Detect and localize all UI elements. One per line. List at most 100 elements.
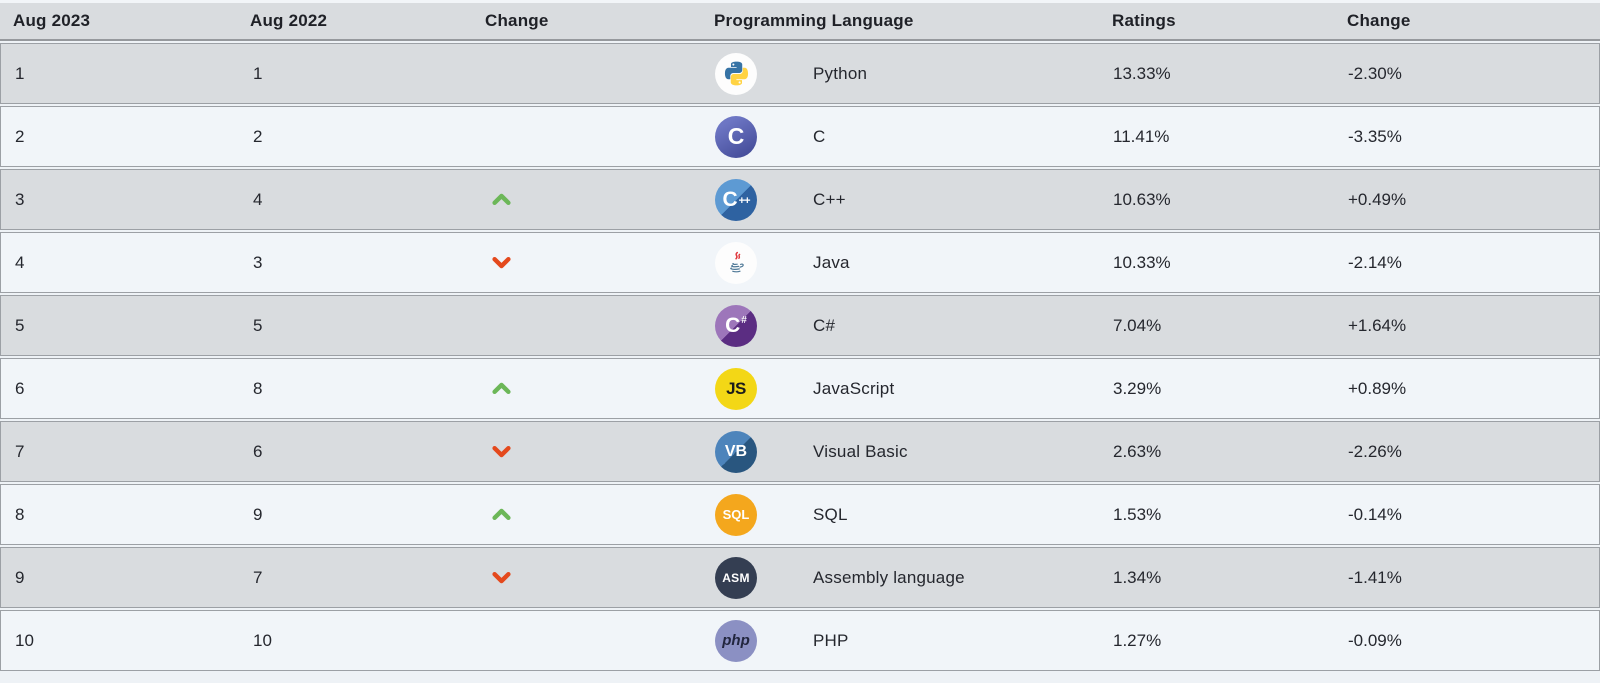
- header-aug-2022: Aug 2022: [250, 11, 328, 30]
- ratings-cell: 2.63%: [1113, 441, 1162, 461]
- table-row: 1 1: [0, 43, 1600, 104]
- python-icon: [715, 52, 757, 95]
- table-row: 7 6: [0, 421, 1600, 482]
- language-name-cell: C: [813, 126, 826, 146]
- rank-change-cell: [471, 382, 706, 395]
- ratings-cell: 10.33%: [1113, 252, 1171, 272]
- rank-2022-cell: 2: [253, 126, 263, 146]
- language-icon-cell: SQL: [706, 493, 796, 536]
- header-ratings: Ratings: [1112, 11, 1176, 30]
- header-aug-2023: Aug 2023: [13, 11, 91, 30]
- language-icon-cell: [706, 241, 796, 284]
- ratings-change-cell: -0.09%: [1348, 630, 1402, 650]
- js-icon: JS: [715, 367, 757, 410]
- table-row: 2 2: [0, 106, 1600, 167]
- rank-2022-cell: 10: [253, 630, 272, 650]
- c-icon: C: [715, 115, 757, 158]
- ratings-change-cell: -0.14%: [1348, 504, 1402, 524]
- language-icon-cell: JS: [706, 367, 796, 410]
- ratings-change-cell: +0.49%: [1348, 189, 1407, 209]
- language-name-cell: SQL: [813, 504, 848, 524]
- rank-2022-cell: 5: [253, 315, 263, 335]
- rank-2022-cell: 4: [253, 189, 263, 209]
- language-icon-cell: php: [706, 619, 796, 662]
- rank-2022-cell: 3: [253, 252, 263, 272]
- ratings-change-cell: -2.26%: [1348, 441, 1402, 461]
- rank-2022-cell: 8: [253, 378, 263, 398]
- table-row: 5 5: [0, 295, 1600, 356]
- ratings-change-cell: -2.30%: [1348, 63, 1402, 83]
- language-name-cell: JavaScript: [813, 378, 895, 398]
- language-name-cell: Visual Basic: [813, 441, 908, 461]
- rank-2023-cell: 7: [15, 441, 25, 461]
- table-row: 8 9: [0, 484, 1600, 545]
- rank-up-icon: [492, 193, 511, 206]
- language-name-cell: C++: [813, 189, 846, 209]
- language-name-cell: Assembly language: [813, 567, 965, 587]
- java-icon: [715, 241, 757, 284]
- table-row: 6 8: [0, 358, 1600, 419]
- table-row: 3 4: [0, 169, 1600, 230]
- ratings-change-cell: -2.14%: [1348, 252, 1402, 272]
- header-programming-language: Programming Language: [714, 11, 914, 30]
- ratings-cell: 13.33%: [1113, 63, 1171, 83]
- language-icon-cell: C #: [706, 304, 796, 347]
- ratings-cell: 7.04%: [1113, 315, 1162, 335]
- asm-icon: ASM: [715, 556, 757, 599]
- language-icon-label: php: [722, 632, 750, 649]
- java-logo-glyph: [730, 251, 744, 272]
- rank-change-cell: [471, 256, 706, 269]
- rank-down-icon: [492, 571, 511, 584]
- language-icon-label: C: [725, 314, 741, 337]
- language-icon-cell: [706, 52, 796, 95]
- csharp-icon: C #: [715, 304, 757, 347]
- table-row: 9 7: [0, 547, 1600, 608]
- header-ratings-change: Change: [1347, 11, 1411, 30]
- language-icon-cell: ASM: [706, 556, 796, 599]
- rank-down-icon: [492, 445, 511, 458]
- rank-change-cell: [471, 571, 706, 584]
- language-name-cell: Java: [813, 252, 850, 272]
- language-icon-label: JS: [726, 379, 746, 398]
- rank-2022-cell: 6: [253, 441, 263, 461]
- rank-2023-cell: 9: [15, 567, 25, 587]
- language-name-cell: C#: [813, 315, 836, 335]
- language-icon-suffix: #: [741, 314, 747, 326]
- rank-2023-cell: 4: [15, 252, 25, 272]
- rank-change-cell: [471, 508, 706, 521]
- language-name-cell: Python: [813, 63, 868, 83]
- rank-up-icon: [492, 508, 511, 521]
- vb-icon: VB: [715, 430, 757, 473]
- rank-2023-cell: 10: [15, 630, 34, 650]
- rank-change-cell: [471, 445, 706, 458]
- table-header: Aug 2023 Aug 2022 Change Programming Lan…: [0, 0, 1600, 41]
- rank-2022-cell: 7: [253, 567, 263, 587]
- rank-2022-cell: 9: [253, 504, 263, 524]
- language-icon-label: C: [722, 188, 738, 211]
- ratings-cell: 3.29%: [1113, 378, 1162, 398]
- table-row: 10 10: [0, 610, 1600, 671]
- language-icon-label: ASM: [722, 570, 750, 585]
- sql-icon: SQL: [715, 493, 757, 536]
- rank-2023-cell: 8: [15, 504, 25, 524]
- language-icon-label: SQL: [722, 507, 750, 522]
- php-icon: php: [715, 619, 757, 662]
- rank-down-icon: [492, 256, 511, 269]
- ratings-change-cell: -1.41%: [1348, 567, 1402, 587]
- rank-2023-cell: 3: [15, 189, 25, 209]
- python-logo-glyph: [724, 61, 748, 86]
- rank-up-icon: [492, 382, 511, 395]
- ratings-change-cell: -3.35%: [1348, 126, 1402, 146]
- rank-2023-cell: 1: [15, 63, 25, 83]
- language-icon-suffix: ++: [738, 194, 751, 207]
- rank-change-cell: [471, 193, 706, 206]
- ratings-cell: 11.41%: [1113, 126, 1170, 146]
- language-icon-label: C: [727, 123, 745, 149]
- language-name-cell: PHP: [813, 630, 849, 650]
- language-icon-cell: VB: [706, 430, 796, 473]
- cpp-icon: C ++: [715, 178, 757, 221]
- ratings-change-cell: +1.64%: [1348, 315, 1407, 335]
- ratings-cell: 1.53%: [1113, 504, 1162, 524]
- ratings-cell: 1.34%: [1113, 567, 1162, 587]
